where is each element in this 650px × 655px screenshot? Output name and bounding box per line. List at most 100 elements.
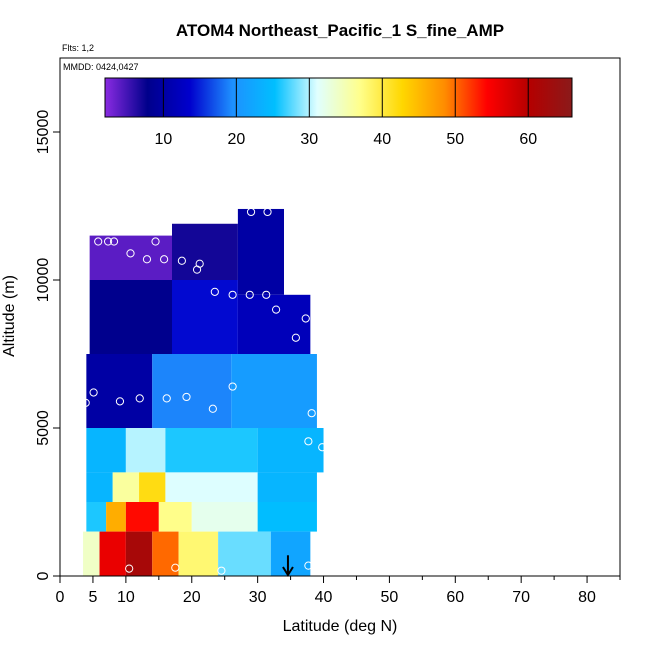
sample-point (177, 256, 186, 265)
sample-point (263, 207, 272, 217)
colorbar-tick-label: 50 (446, 131, 464, 148)
sample-point (304, 437, 313, 446)
y-tick-label: 10000 (35, 258, 52, 303)
field-layer (83, 208, 324, 576)
colorbar-tick-label: 60 (519, 131, 537, 148)
field-cell (83, 531, 100, 576)
sample-point (115, 397, 125, 406)
sample-point (210, 287, 219, 296)
field-cell (86, 428, 126, 473)
field-cell (257, 502, 317, 532)
x-axis: 0 5 10 20 30 40 50 60 70 80 (56, 576, 621, 606)
field-cell (125, 531, 153, 576)
y-axis: 0 5000 10000 15000 (35, 110, 60, 580)
x-tick-label: 30 (249, 589, 267, 606)
field-cell (191, 502, 258, 532)
field-cell (237, 294, 311, 354)
sample-point (94, 237, 103, 246)
sample-point (262, 290, 271, 299)
dates-note: MMDD: 0424,0427 (63, 62, 139, 72)
sample-point (291, 333, 300, 342)
colorbar-gradient (105, 78, 572, 117)
field-cell (172, 223, 238, 280)
sample-point (151, 237, 160, 246)
sample-point (307, 409, 316, 418)
field-cell (106, 502, 126, 532)
sample-point (81, 398, 90, 407)
sample-point (125, 564, 134, 573)
sample-point (228, 290, 237, 299)
colorbar: 10 20 30 40 50 60 (104, 77, 573, 148)
colorbar-tick-label: 20 (227, 131, 245, 148)
y-tick-label: 15000 (35, 110, 52, 155)
y-tick-label: 0 (35, 571, 52, 580)
field-cell (270, 531, 311, 576)
field-cell (257, 428, 324, 473)
sample-point (192, 265, 202, 274)
x-tick-label: 50 (381, 589, 399, 606)
sample-point (301, 314, 310, 323)
plot-frame (59, 57, 621, 577)
field-cell (237, 208, 284, 295)
field-cell (231, 354, 317, 428)
sample-point (109, 237, 119, 246)
y-axis-label: Altitude (m) (1, 275, 18, 357)
flights-note: Flts: 1,2 (62, 43, 94, 53)
colorbar-tick-label: 30 (300, 131, 318, 148)
field-cell (178, 531, 219, 576)
y-tick-label: 5000 (35, 410, 52, 446)
x-tick-label: 80 (578, 589, 596, 606)
field-cell (99, 531, 126, 576)
arrow-head (282, 566, 294, 577)
field-cell (86, 354, 153, 428)
sample-point (208, 404, 217, 413)
field-cell (112, 472, 140, 502)
sample-point (142, 255, 152, 264)
colorbar-frame (104, 77, 573, 118)
x-tick-label: 40 (315, 589, 333, 606)
arrow-marker-layer (282, 555, 294, 577)
field-cell (158, 502, 192, 532)
x-tick-label: 10 (117, 589, 135, 606)
colorbar-tick-label: 40 (373, 131, 391, 148)
x-axis-label: Latitude (deg N) (283, 618, 398, 635)
sample-point (271, 305, 281, 314)
sample-point (246, 207, 256, 217)
sample-point (312, 323, 322, 332)
field-cell (257, 472, 317, 502)
field-cell (86, 472, 113, 502)
field-cell (172, 280, 238, 354)
sample-point (126, 249, 135, 258)
field-cell (218, 531, 271, 576)
x-tick-label: 20 (183, 589, 201, 606)
sample-point (162, 394, 171, 403)
sample-point (304, 561, 313, 570)
x-tick-label: 70 (512, 589, 530, 606)
field-cell (165, 428, 258, 473)
x-tick-label: 5 (88, 589, 97, 606)
chart-title: ATOM4 Northeast_Pacific_1 S_fine_AMP (176, 21, 504, 40)
sample-point (245, 290, 254, 299)
field-cell (89, 280, 172, 354)
field-cell (152, 531, 179, 576)
sample-point (182, 392, 191, 402)
field-cell (152, 354, 232, 428)
sample-point (89, 388, 98, 397)
sample-point (159, 255, 169, 264)
field-cell (125, 502, 159, 532)
field-cell (86, 502, 107, 532)
sample-point (103, 237, 113, 246)
sample-point (135, 394, 144, 403)
sample-point (171, 563, 180, 572)
sample-points-layer (81, 207, 327, 575)
x-tick-label: 60 (446, 589, 464, 606)
x-tick-label: 0 (56, 589, 65, 606)
colorbar-tick-label: 10 (154, 131, 172, 148)
sample-point (318, 443, 327, 452)
field-cell (165, 472, 258, 502)
sample-point (217, 566, 226, 575)
field-cell (89, 235, 172, 280)
field-cell (139, 472, 166, 502)
